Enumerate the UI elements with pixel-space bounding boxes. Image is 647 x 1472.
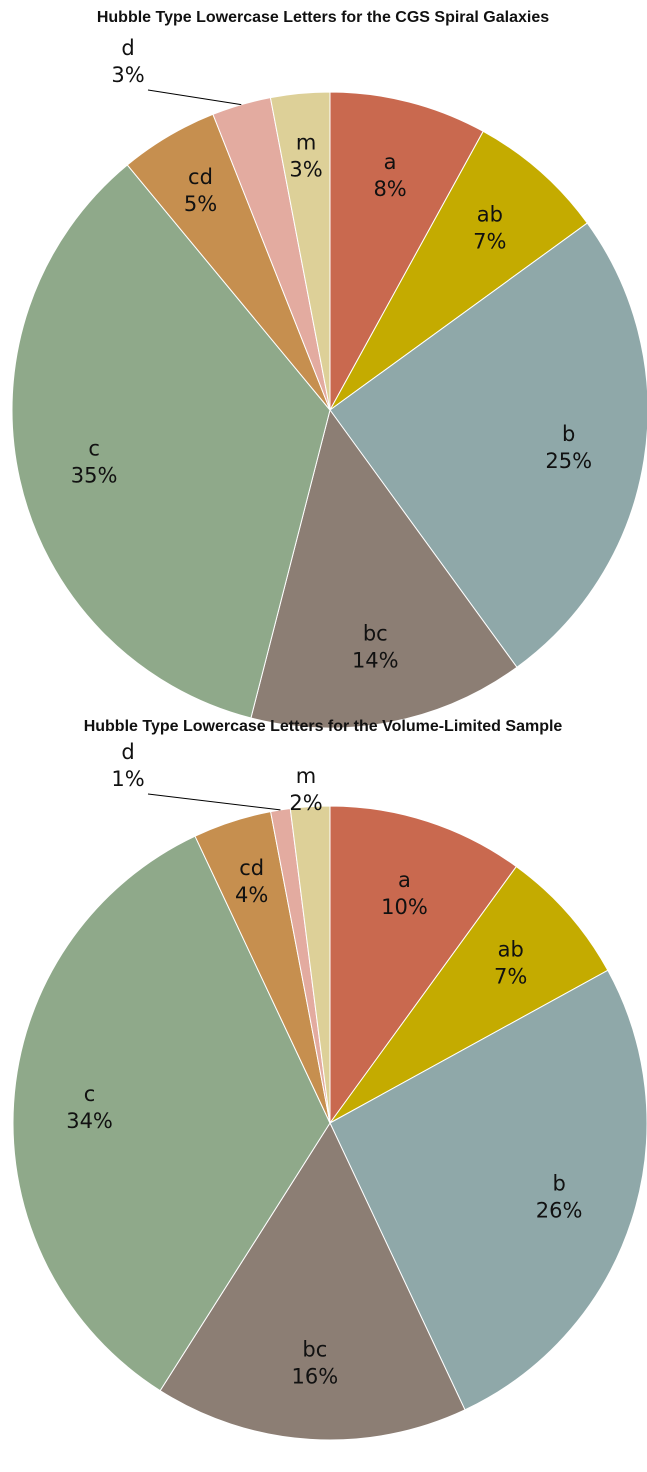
pie-slice	[329, 969, 647, 1411]
pie-slice	[11, 164, 331, 719]
slice-category: c	[84, 1082, 96, 1106]
slice-category: cd	[239, 856, 264, 880]
slice-label: 25%	[545, 449, 592, 473]
slice-category: cd	[188, 165, 213, 189]
slice-category: m	[296, 764, 316, 788]
slice-category: m	[296, 131, 316, 155]
slice-category: a	[384, 150, 397, 174]
slice-category: b	[562, 422, 575, 446]
slice-category: d	[121, 36, 134, 60]
slice-category: ab	[477, 203, 503, 227]
slice-label: 5%	[184, 192, 217, 216]
slice-category: bc	[363, 621, 388, 645]
pie-slice	[12, 835, 331, 1392]
slice-category: b	[552, 1171, 565, 1195]
leader-line	[147, 89, 242, 106]
pie-slice	[289, 805, 331, 1124]
slice-category: ab	[498, 938, 524, 962]
slice-label: 4%	[235, 883, 268, 907]
pie-slice	[329, 130, 588, 411]
slice-category: c	[88, 437, 100, 461]
slice-label: 3%	[289, 158, 322, 182]
slice-label: 34%	[66, 1109, 113, 1133]
slice-label: 7%	[494, 965, 527, 989]
pie-slice	[329, 222, 647, 668]
slice-category: a	[398, 868, 411, 892]
pie-slice	[329, 805, 518, 1125]
slice-label: 8%	[373, 177, 406, 201]
slice-label: 1%	[111, 767, 144, 791]
slice-label: 2%	[289, 791, 322, 815]
leader-line	[147, 793, 281, 811]
slice-label: 26%	[536, 1198, 583, 1222]
chart-title: Hubble Type Lowercase Letters for the CG…	[97, 9, 549, 26]
slice-label: 10%	[381, 895, 428, 919]
slice-category: d	[121, 740, 134, 764]
pie-slice	[250, 408, 518, 729]
chart-title: Hubble Type Lowercase Letters for the Vo…	[84, 718, 563, 735]
pie-slice	[329, 865, 609, 1124]
pie-slice	[159, 1121, 466, 1441]
slice-label: 3%	[111, 63, 144, 87]
slice-label: 16%	[292, 1364, 339, 1388]
slice-label: 35%	[71, 464, 118, 488]
pie-slice	[329, 91, 484, 411]
slice-label: 7%	[473, 230, 506, 254]
slice-label: 14%	[352, 648, 399, 672]
pie-slice	[269, 91, 331, 411]
slice-category: bc	[302, 1337, 327, 1361]
